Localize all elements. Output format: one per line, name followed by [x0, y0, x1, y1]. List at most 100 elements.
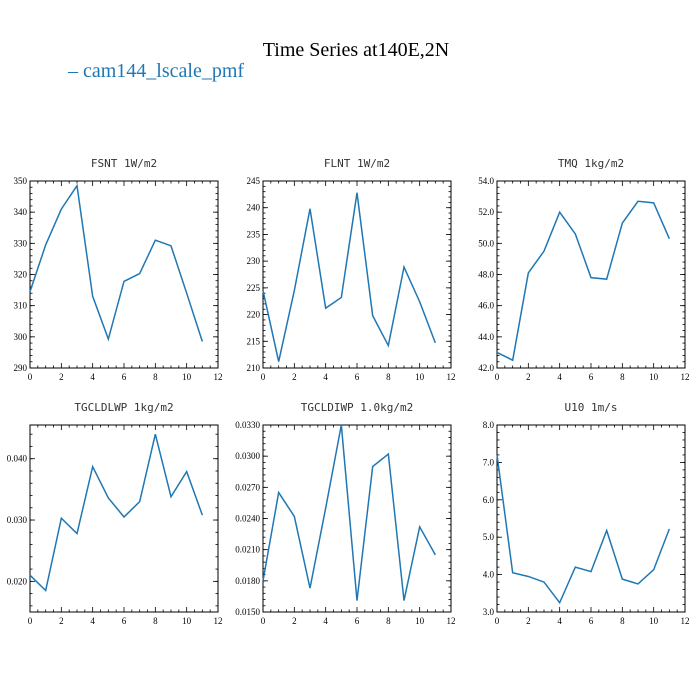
axis-frame-flnt — [262, 180, 452, 369]
x-tick-label: 0 — [261, 372, 266, 382]
panel-u10: U10 1m/s 0 2 4 6 8 10 12 3.0 4.0 5.0 6.0 7.0 8.0 — [483, 401, 690, 626]
y-tick-label: 245 — [247, 176, 261, 186]
x-tick-label: 2 — [292, 616, 297, 626]
y-tick-label: 0.0240 — [235, 514, 260, 524]
panel-title-tmq: TMQ 1kg/m2 — [558, 157, 624, 170]
y-tick-label: 0.0330 — [235, 420, 260, 430]
legend-label: – cam144_lscale_pmf — [67, 60, 244, 82]
y-tick-label: 340 — [14, 207, 28, 217]
y-tick-label: 0.030 — [7, 515, 28, 525]
axis-frame-fsnt — [29, 180, 219, 369]
x-tick-label: 0 — [495, 616, 500, 626]
y-tick-label: 235 — [247, 229, 261, 239]
y-tick-label: 7.0 — [483, 457, 495, 467]
y-tick-label: 0.0210 — [235, 545, 260, 555]
y-tick-label: 330 — [14, 238, 28, 248]
x-tick-label: 8 — [620, 372, 625, 382]
axis-frame-u10 — [496, 424, 686, 613]
x-tick-label: 12 — [681, 616, 690, 626]
x-tick-label: 6 — [589, 372, 594, 382]
x-tick-label: 0 — [261, 616, 266, 626]
x-tick-label: 10 — [415, 616, 425, 626]
x-tick-label: 8 — [620, 616, 625, 626]
x-tick-label: 2 — [292, 372, 297, 382]
y-tick-label: 290 — [14, 363, 28, 373]
x-tick-label: 8 — [386, 372, 391, 382]
x-tick-label: 6 — [122, 616, 127, 626]
x-tick-label: 6 — [589, 616, 594, 626]
x-tick-label: 12 — [214, 372, 223, 382]
y-tick-label: 215 — [247, 336, 261, 346]
x-tick-label: 10 — [649, 616, 659, 626]
panel-title-fsnt: FSNT 1W/m2 — [91, 157, 157, 170]
panel-title-u10: U10 1m/s — [565, 401, 618, 414]
x-tick-label: 6 — [355, 616, 360, 626]
figure-title: Time Series at140E,2N — [263, 39, 449, 61]
x-tick-label: 4 — [557, 372, 562, 382]
x-tick-label: 8 — [153, 372, 158, 382]
y-tick-label: 46.0 — [478, 301, 494, 311]
x-tick-label: 4 — [323, 616, 328, 626]
y-tick-label: 0.020 — [7, 576, 28, 586]
y-tick-label: 320 — [14, 270, 28, 280]
x-tick-label: 4 — [557, 616, 562, 626]
y-tick-label: 0.0150 — [235, 607, 260, 617]
panel-tmq: TMQ 1kg/m2 0 2 4 6 8 10 12 42.0 44.0 46.0 48.0 50.0 5… — [478, 157, 689, 382]
series-line-flnt — [262, 192, 437, 362]
x-tick-label: 6 — [122, 372, 127, 382]
x-tick-label: 10 — [415, 372, 425, 382]
y-tick-label: 210 — [247, 363, 261, 373]
series-line-u10 — [496, 454, 671, 605]
y-tick-label: 44.0 — [478, 332, 494, 342]
y-tick-label: 230 — [247, 256, 261, 266]
panel-fsnt: FSNT 1W/m2 0 2 4 6 8 10 12 290 300 310 320 330 340 350 — [14, 157, 223, 382]
y-tick-label: 50.0 — [478, 238, 494, 248]
x-tick-label: 2 — [59, 616, 64, 626]
panel-tgcldiwp: TGCLDIWP 1.0kg/m2 0 2 4 6 8 10 12 0.0150 0.0180 0.… — [235, 401, 455, 626]
y-tick-label: 0.0180 — [235, 576, 260, 586]
x-tick-label: 2 — [526, 616, 531, 626]
y-tick-label: 0.0270 — [235, 482, 260, 492]
x-tick-label: 8 — [153, 616, 158, 626]
series-line-tgcldiwp — [262, 424, 436, 601]
panel-tgcldlwp: TGCLDLWP 1kg/m2 0 2 4 6 8 10 12 0.020 0.030 0.040 — [7, 401, 223, 626]
x-tick-label: 4 — [90, 616, 95, 626]
chart-panels: FSNT 1W/m2 0 2 4 6 8 10 12 290 300 310 320 330 340 350… — [7, 157, 690, 626]
y-tick-label: 8.0 — [483, 420, 495, 430]
panel-flnt: FLNT 1W/m2 0 2 4 6 8 10 12 210 215 220 225 230 235 240… — [247, 157, 456, 382]
series-line-tgcldlwp — [29, 434, 204, 593]
panel-title-tgcldlwp: TGCLDLWP 1kg/m2 — [74, 401, 173, 414]
y-tick-label: 350 — [14, 176, 28, 186]
y-tick-label: 6.0 — [483, 495, 495, 505]
y-tick-label: 225 — [247, 283, 261, 293]
panel-title-tgcldiwp: TGCLDIWP 1.0kg/m2 — [301, 401, 414, 414]
y-tick-label: 3.0 — [483, 607, 495, 617]
x-tick-label: 10 — [182, 616, 192, 626]
y-tick-label: 42.0 — [478, 363, 494, 373]
legend: – cam144_lscale_pmf — [67, 60, 244, 82]
y-tick-label: 310 — [14, 301, 28, 311]
x-tick-label: 10 — [182, 372, 192, 382]
x-tick-label: 0 — [495, 372, 500, 382]
y-tick-label: 0.040 — [7, 454, 28, 464]
y-tick-label: 54.0 — [478, 176, 494, 186]
y-tick-label: 52.0 — [478, 207, 494, 217]
y-tick-label: 300 — [14, 332, 28, 342]
panel-title-flnt: FLNT 1W/m2 — [324, 157, 390, 170]
x-tick-label: 10 — [649, 372, 659, 382]
y-tick-label: 220 — [247, 310, 261, 320]
y-tick-label: 240 — [247, 203, 261, 213]
y-tick-label: 0.0300 — [235, 451, 260, 461]
x-tick-label: 2 — [526, 372, 531, 382]
x-tick-label: 12 — [214, 616, 223, 626]
x-tick-label: 0 — [28, 616, 33, 626]
x-tick-label: 0 — [28, 372, 33, 382]
x-tick-label: 12 — [447, 372, 456, 382]
series-line-tmq — [496, 200, 671, 362]
x-tick-label: 8 — [386, 616, 391, 626]
y-tick-label: 5.0 — [483, 532, 495, 542]
x-tick-label: 4 — [323, 372, 328, 382]
x-tick-label: 4 — [90, 372, 95, 382]
x-tick-label: 6 — [355, 372, 360, 382]
